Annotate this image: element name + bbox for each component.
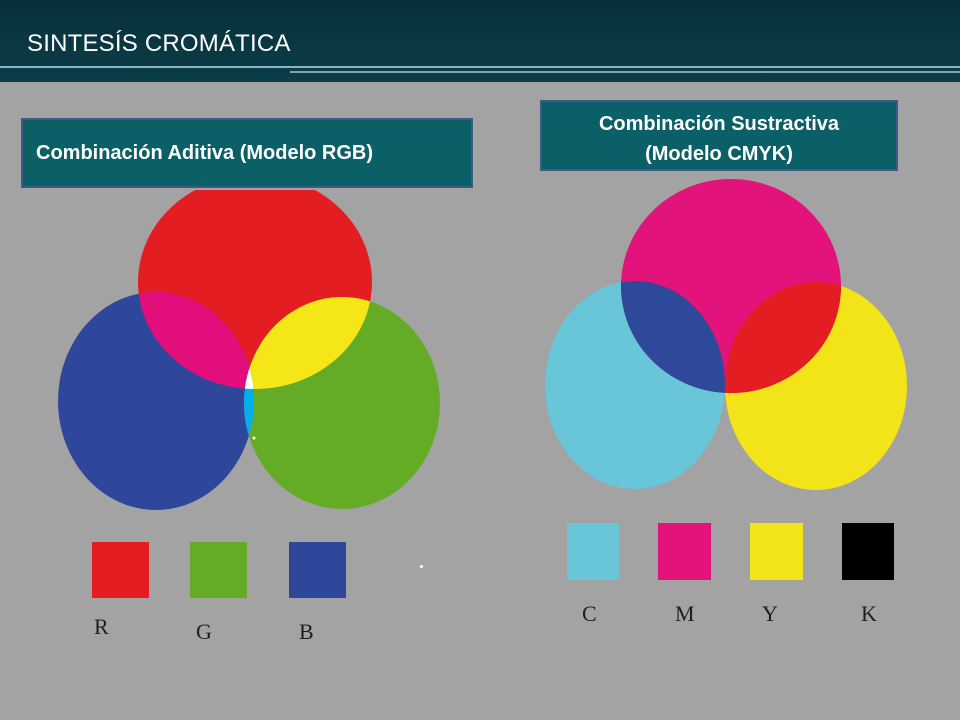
header-divider	[290, 71, 960, 73]
yellow-overlap	[244, 297, 372, 389]
letter-m: M	[675, 601, 695, 626]
magenta-overlap	[138, 292, 254, 389]
letter-k: K	[861, 601, 877, 626]
slide-title: SINTESÍS CROMÁTICA	[27, 30, 291, 57]
subtractive-title-line2: (Modelo CMYK)	[645, 143, 793, 165]
rgb-venn-diagram	[58, 190, 440, 510]
header-divider	[0, 66, 960, 68]
small-dot	[252, 436, 256, 440]
swatch-blue	[289, 542, 346, 598]
swatch-red	[92, 542, 149, 598]
letter-c: C	[582, 601, 597, 626]
swatch-green	[190, 542, 247, 598]
additive-title: Combinación Aditiva (Modelo RGB)	[36, 142, 374, 164]
swatch-magenta	[658, 523, 711, 580]
swatch-cyan	[567, 523, 619, 580]
swatch-yellow	[750, 523, 803, 580]
letter-g: G	[196, 619, 212, 644]
letter-r: R	[94, 614, 109, 639]
subtractive-title-line1: Combinación Sustractiva	[598, 113, 840, 135]
swatch-black	[842, 523, 894, 580]
subtractive-title-box: Combinación Sustractiva (Modelo CMYK)	[540, 100, 898, 171]
cmyk-venn-diagram	[545, 179, 907, 490]
letter-y: Y	[762, 601, 778, 626]
title-bar: SINTESÍS CROMÁTICA	[0, 0, 960, 82]
additive-title-box: Combinación Aditiva (Modelo RGB)	[21, 118, 473, 188]
small-dot	[420, 565, 423, 568]
letter-b: B	[299, 619, 314, 644]
